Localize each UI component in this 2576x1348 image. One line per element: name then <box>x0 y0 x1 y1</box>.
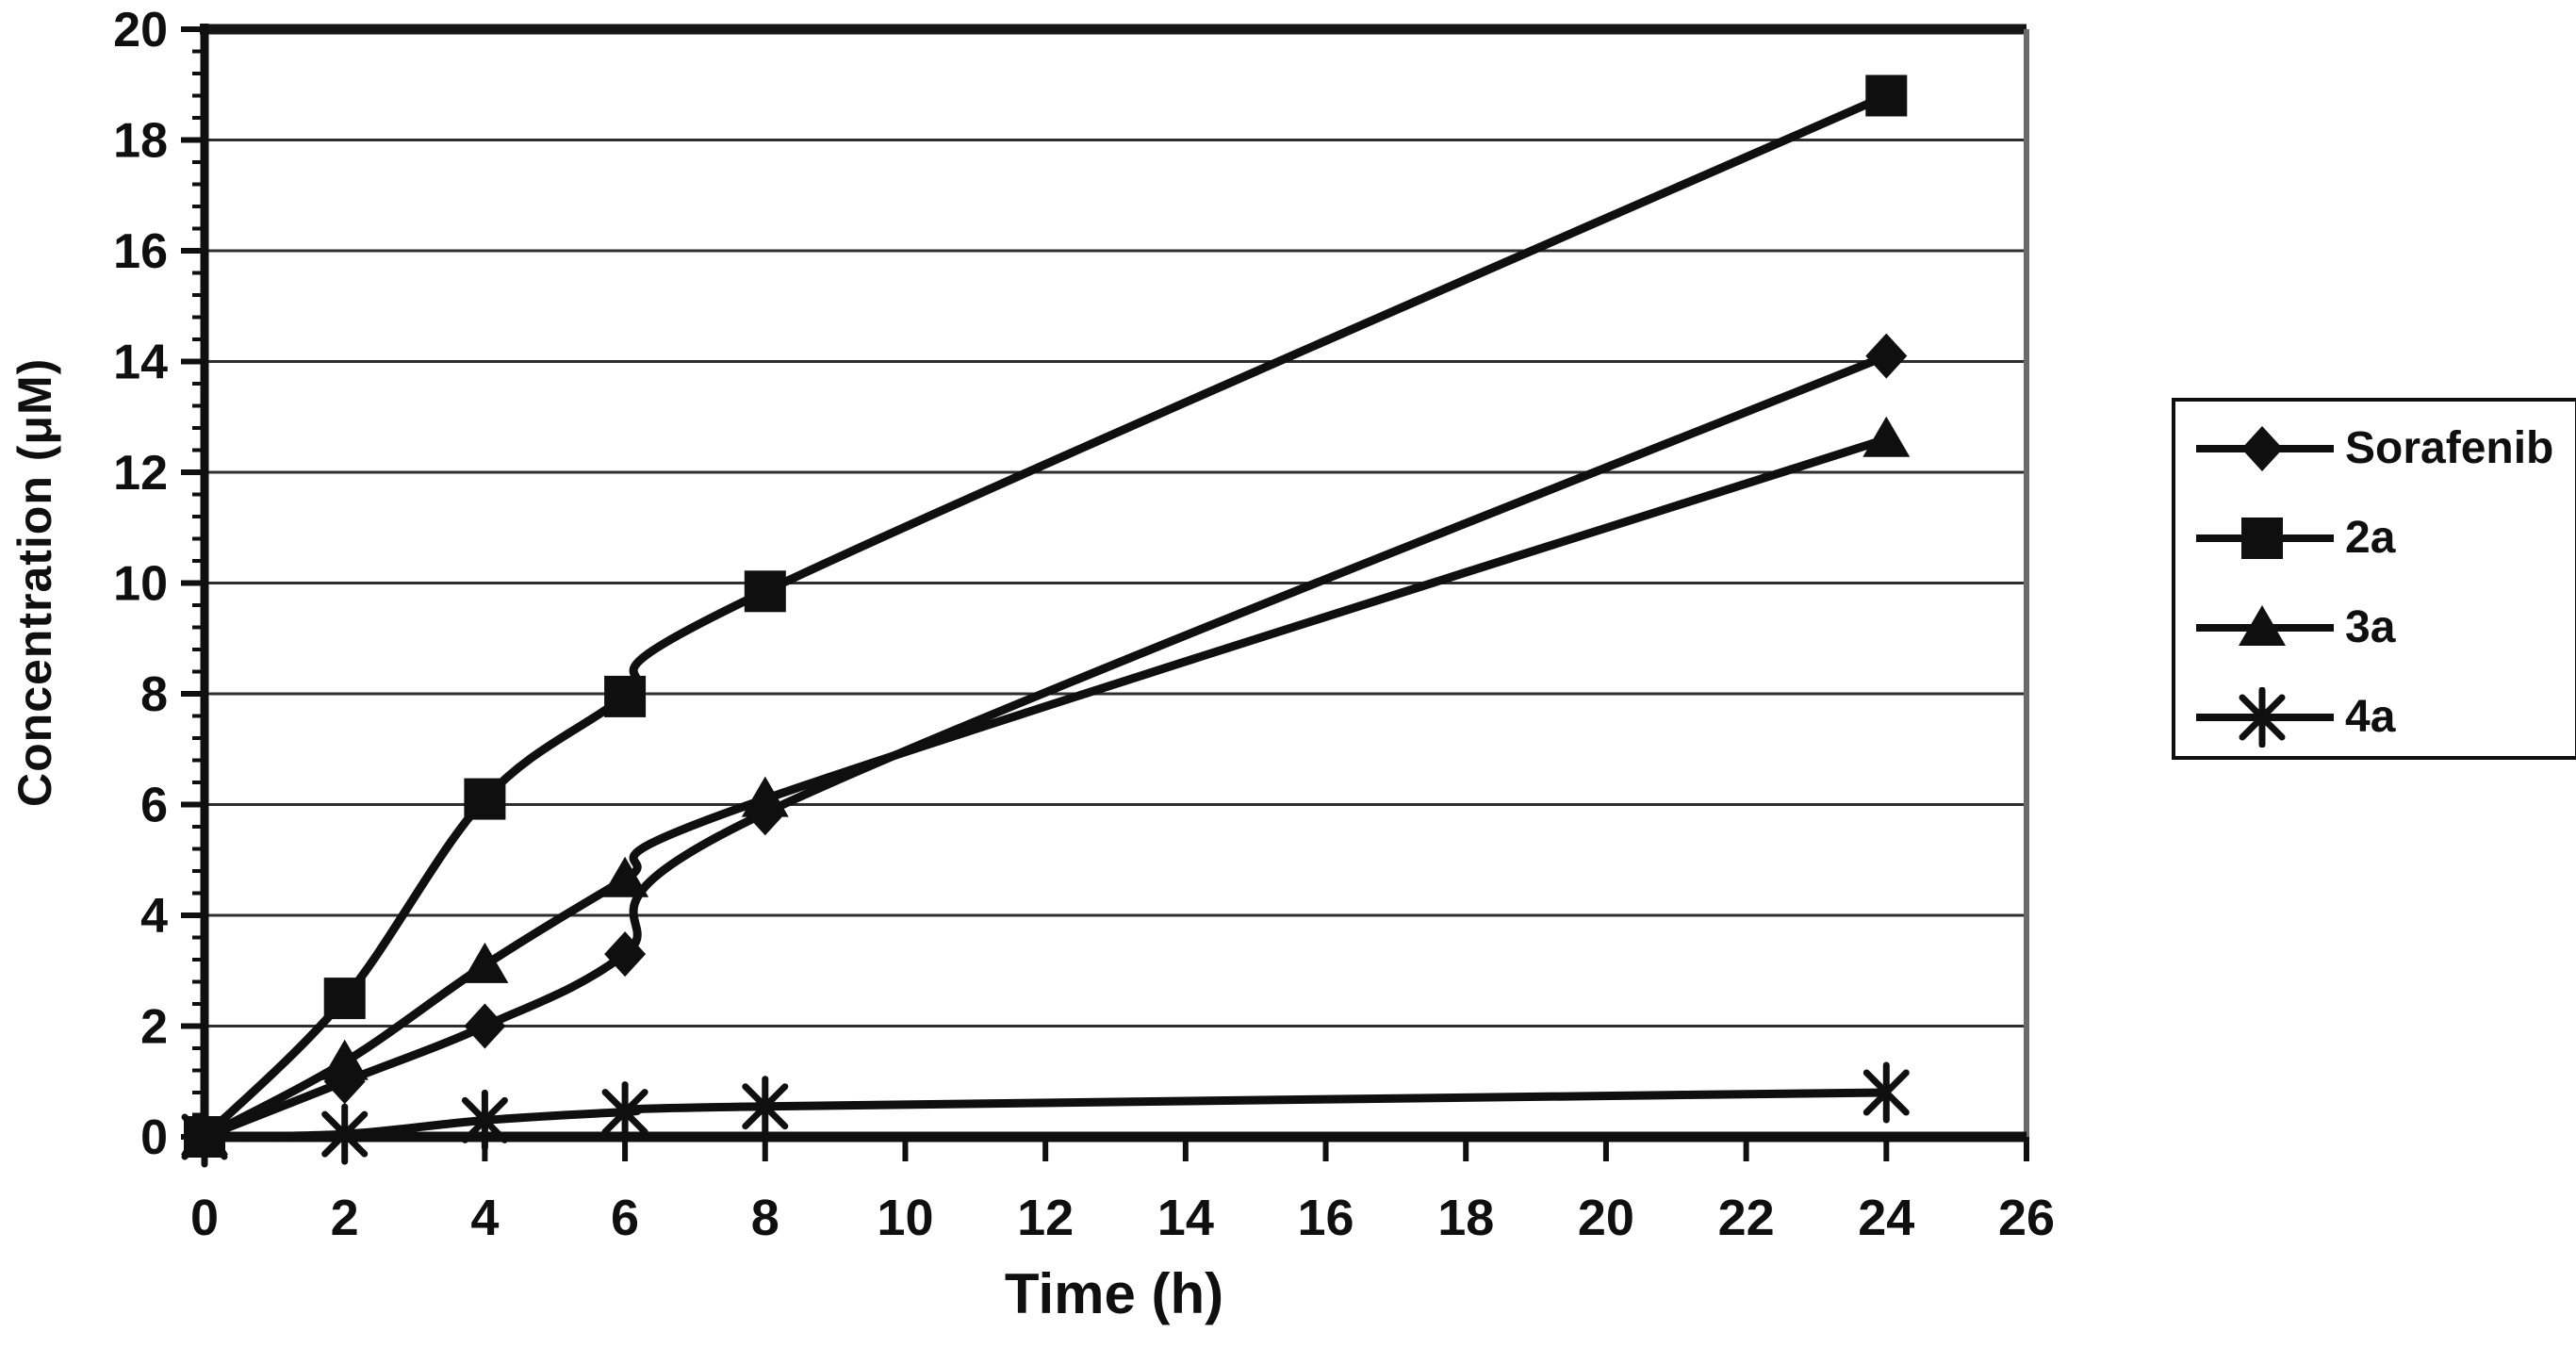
legend-item-label: 4a <box>2345 692 2396 742</box>
marker-triangle <box>320 1039 369 1080</box>
y-tick-label: 8 <box>140 667 168 722</box>
legend-item-label: Sorafenib <box>2345 423 2554 473</box>
x-tick-label: 14 <box>1157 1190 1214 1246</box>
marker-diamond <box>2241 425 2283 471</box>
series-line-3a <box>202 435 1888 1141</box>
marker-square <box>1865 74 1908 117</box>
legend: Sorafenib 2a 3a 4a <box>2172 398 2576 760</box>
marker-asterisk <box>601 1081 648 1143</box>
x-tick-label: 24 <box>1858 1190 1914 1246</box>
legend-item: Sorafenib <box>2175 403 2575 493</box>
x-tick-label: 12 <box>1017 1190 1074 1246</box>
x-tick-label: 4 <box>470 1190 499 1246</box>
legend-item-label: 2a <box>2345 513 2396 563</box>
marker-asterisk <box>2239 686 2286 748</box>
y-tick-label: 0 <box>140 1110 168 1165</box>
marker-diamond <box>1865 333 1908 379</box>
legend-marker-sample <box>2196 425 2334 471</box>
x-tick-label: 8 <box>751 1190 779 1246</box>
y-tick-label: 20 <box>113 3 168 58</box>
series-Sorafenib <box>184 333 1908 1159</box>
y-tick-label: 16 <box>113 224 168 279</box>
y-tick-label: 18 <box>113 114 168 169</box>
legend-item: 4a <box>2175 672 2575 762</box>
marker-diamond <box>604 931 647 978</box>
x-tick-label: 26 <box>1998 1190 2055 1246</box>
y-tick-label: 2 <box>140 1000 168 1055</box>
marker-asterisk <box>1862 1061 1910 1124</box>
marker-asterisk <box>321 1103 369 1165</box>
x-axis-title: Time (h) <box>1004 1262 1224 1325</box>
marker-square <box>604 675 647 717</box>
x-tick-label: 6 <box>611 1190 639 1246</box>
marker-asterisk <box>742 1076 789 1138</box>
legend-marker-sample <box>2196 686 2334 748</box>
marker-triangle <box>601 856 649 897</box>
marker-asterisk <box>181 1106 228 1168</box>
y-tick-label: 4 <box>140 889 168 944</box>
marker-triangle <box>1862 416 1911 457</box>
x-tick-label: 20 <box>1578 1190 1634 1246</box>
marker-square <box>464 778 506 820</box>
marker-asterisk <box>461 1089 508 1151</box>
x-tick-label: 16 <box>1297 1190 1354 1246</box>
marker-square <box>744 570 786 613</box>
legend-item: 3a <box>2175 583 2575 672</box>
y-axis-title: Concentration (μM) <box>8 357 61 808</box>
marker-triangle <box>2239 604 2286 646</box>
legend-marker-sample <box>2196 517 2334 559</box>
y-tick-label: 10 <box>113 557 168 612</box>
x-tick-label: 18 <box>1437 1190 1494 1246</box>
marker-square <box>2241 517 2283 559</box>
legend-marker-sample <box>2196 604 2334 646</box>
series-4a <box>181 1061 1910 1168</box>
legend-item-label: 3a <box>2345 602 2396 652</box>
series-2a <box>184 74 1908 1158</box>
y-tick-label: 12 <box>113 446 168 501</box>
marker-triangle <box>741 776 789 817</box>
gridlines <box>205 139 2026 1027</box>
axis-ticks <box>181 26 2029 1161</box>
x-tick-label: 22 <box>1718 1190 1775 1246</box>
y-tick-label: 14 <box>113 336 168 390</box>
x-tick-label: 2 <box>331 1190 359 1246</box>
x-tick-label: 10 <box>877 1190 933 1246</box>
y-tick-label: 6 <box>140 779 168 833</box>
marker-diamond <box>464 1003 506 1049</box>
marker-square <box>323 978 366 1020</box>
marker-triangle <box>461 942 509 983</box>
legend-item: 2a <box>2175 493 2575 583</box>
series-line-4a <box>204 1088 1887 1142</box>
x-tick-label: 0 <box>190 1190 219 1246</box>
